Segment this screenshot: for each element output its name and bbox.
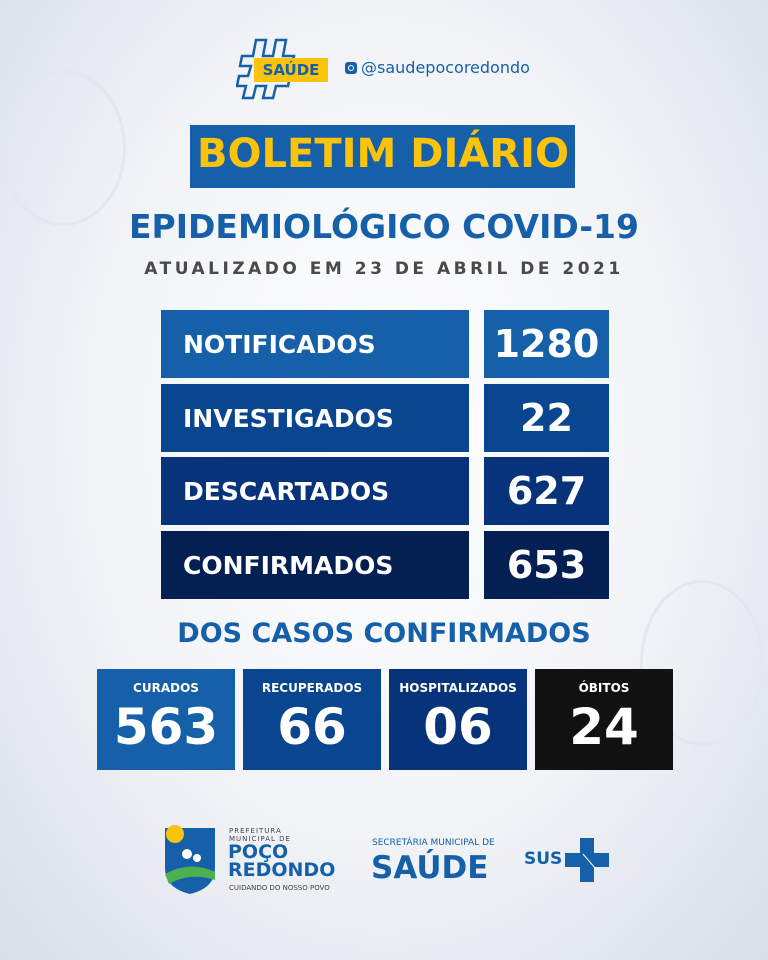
secretaria-label: SECRETÁRIA MUNICIPAL DE <box>372 838 495 848</box>
update-date: ATUALIZADO EM 23 DE ABRIL DE 2021 <box>144 259 624 279</box>
summary-value: 22 <box>484 384 609 452</box>
stat-label: RECUPERADOS <box>261 681 363 695</box>
stat-value: 06 <box>423 698 493 756</box>
summary-label: NOTIFICADOS <box>161 310 469 378</box>
stat-box-recuperados: RECUPERADOS 66 <box>243 669 381 770</box>
virus-decoration <box>0 70 126 226</box>
title-banner-text: BOLETIM DIÁRIO <box>197 131 569 177</box>
poco-redondo-crest-logo <box>165 825 215 894</box>
city-line1: POÇO <box>228 841 289 863</box>
stat-label: ÓBITOS <box>578 681 630 695</box>
stat-box-hospitalizados: HOSPITALIZADOS 06 <box>389 669 527 770</box>
instagram-handle[interactable]: @saudepocoredondo <box>345 58 530 77</box>
prefeitura-line2: MUNICIPAL DE <box>229 835 291 843</box>
stat-label: HOSPITALIZADOS <box>399 681 517 695</box>
stat-value: 66 <box>277 698 347 756</box>
summary-value: 627 <box>484 457 609 525</box>
stat-box-obitos: ÓBITOS 24 <box>535 669 673 770</box>
summary-label: INVESTIGADOS <box>161 384 469 452</box>
stat-value: 563 <box>113 698 219 756</box>
instagram-handle-text: @saudepocoredondo <box>361 58 530 77</box>
sus-logo-text: SUS <box>524 849 563 869</box>
prefeitura-line1: PREFEITURA <box>229 827 282 835</box>
hashtag-icon <box>236 38 296 100</box>
instagram-icon <box>345 61 357 74</box>
stat-box-curados: CURADOS 563 <box>97 669 235 770</box>
virus-decoration <box>640 580 764 746</box>
sus-cross-icon <box>565 838 609 882</box>
summary-value: 1280 <box>484 310 609 378</box>
slogan: CUIDANDO DO NOSSO POVO <box>229 884 330 892</box>
subtitle: EPIDEMIOLÓGICO COVID-19 <box>129 207 639 246</box>
stat-value: 24 <box>569 698 639 756</box>
summary-label: DESCARTADOS <box>161 457 469 525</box>
summary-label: CONFIRMADOS <box>161 531 469 599</box>
title-banner <box>190 125 575 188</box>
city-line2: REDONDO <box>228 859 336 881</box>
hashtag-saude-label: SAÚDE <box>254 58 328 82</box>
summary-value: 653 <box>484 531 609 599</box>
saude-logo-text: SAÚDE <box>371 850 489 886</box>
stat-label: CURADOS <box>133 681 199 695</box>
confirmed-section-title: DOS CASOS CONFIRMADOS <box>177 618 591 649</box>
